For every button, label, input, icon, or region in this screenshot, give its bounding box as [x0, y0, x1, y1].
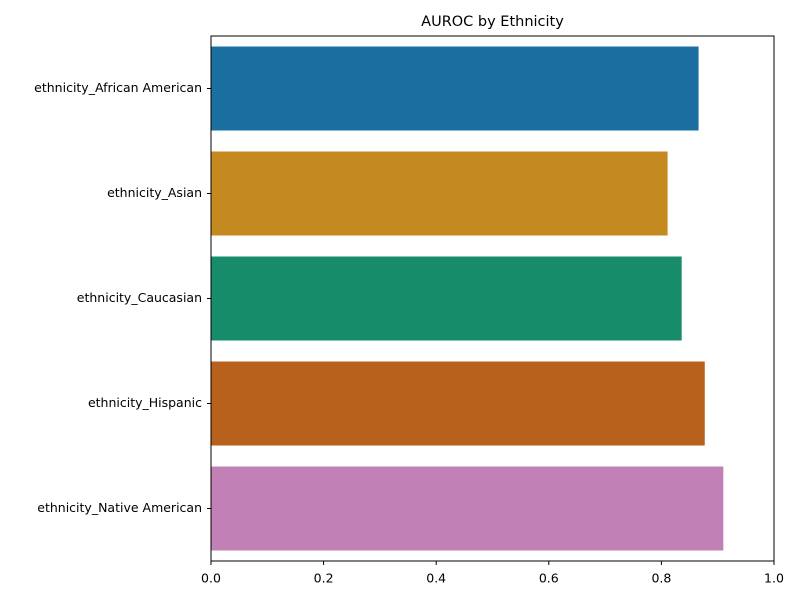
chart-title: AUROC by Ethnicity — [421, 14, 564, 30]
x-tick-label: 0.8 — [651, 571, 671, 586]
bar — [211, 361, 705, 446]
x-tick-label: 1.0 — [764, 571, 784, 586]
y-tick-label: ethnicity_Asian — [107, 185, 202, 200]
y-axis-ticks: ethnicity_African American ethnicity_Asia… — [34, 80, 211, 515]
x-tick-label: 0.0 — [201, 571, 221, 586]
plot-frame — [210, 35, 775, 562]
y-tick-label: ethnicity_Native American — [37, 500, 202, 515]
x-tick-label: 0.2 — [314, 571, 334, 586]
bar — [211, 466, 724, 551]
y-tick-label: ethnicity_Hispanic — [88, 395, 202, 410]
bar — [211, 46, 699, 131]
x-axis-ticks: 0.0 0.2 0.4 0.6 0.8 1.0 — [201, 561, 784, 586]
x-tick-label: 0.4 — [426, 571, 446, 586]
y-tick-label: ethnicity_African American — [34, 80, 202, 95]
x-tick-label: 0.6 — [539, 571, 559, 586]
bar — [211, 151, 668, 236]
bars-group — [211, 46, 724, 551]
y-tick-label: ethnicity_Caucasian — [77, 290, 202, 305]
bar — [211, 256, 682, 341]
